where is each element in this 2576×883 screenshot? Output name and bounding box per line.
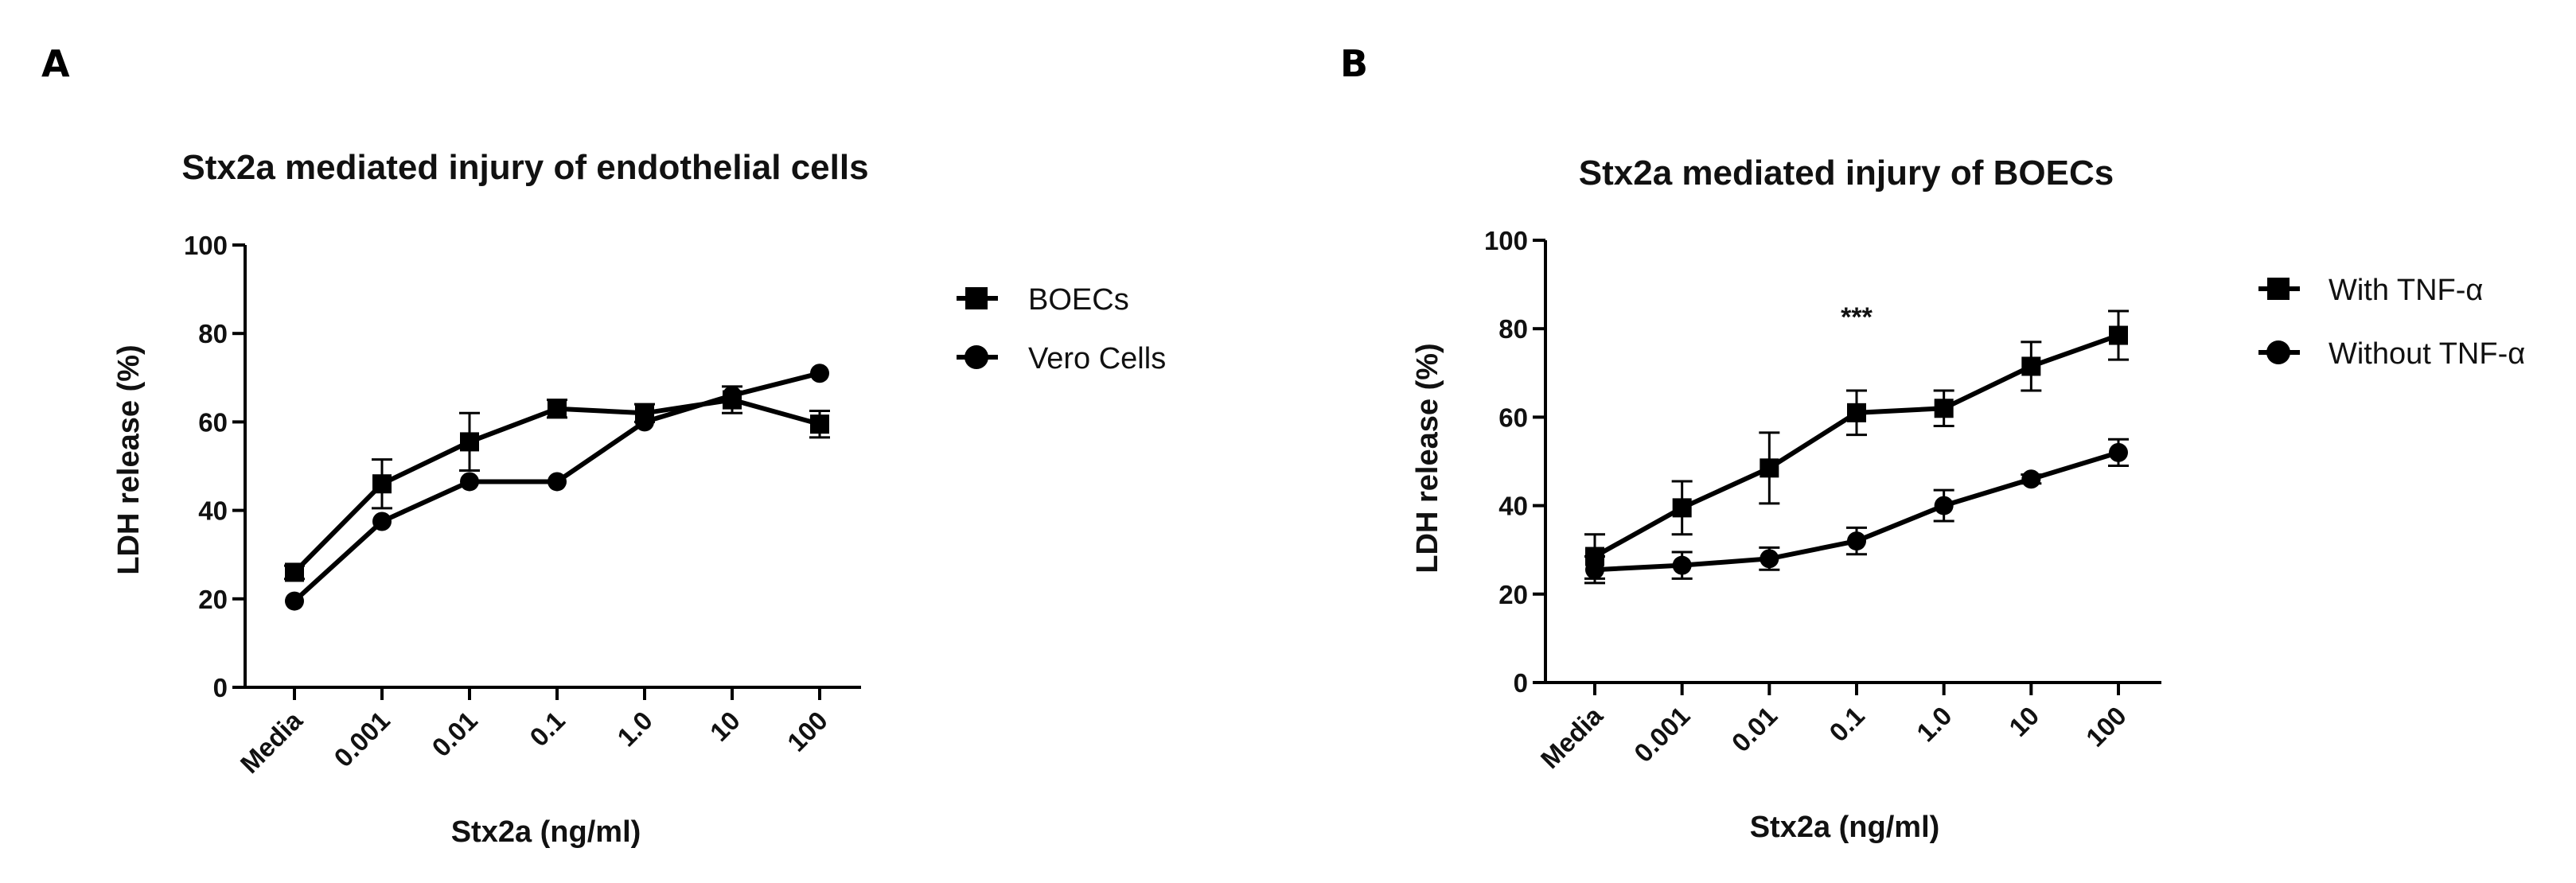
data-point: [460, 432, 479, 452]
data-point: [285, 562, 304, 582]
legend-item-0: BOECs: [957, 283, 1129, 317]
y-tick-label: 0: [213, 673, 228, 702]
legend-label: Vero Cells: [1028, 342, 1166, 375]
series-0: [1584, 309, 2129, 580]
panel-letter: B: [1340, 42, 1368, 85]
plot-area: 0 20 40 60 80 100 Media 0.001 0.01 0.1 1.0 10 100: [184, 231, 861, 779]
series-1: [285, 364, 829, 611]
data-point: [1672, 555, 1692, 575]
legend-marker-circle: [2266, 340, 2290, 364]
significance-annotation: ***: [1841, 302, 1873, 333]
panel-a: A Stx2a mediated injury of endothelial c…: [41, 42, 1166, 849]
legend: BOECs Vero Cells: [957, 283, 1166, 375]
data-point: [1585, 560, 1604, 580]
legend-label: BOECs: [1028, 283, 1129, 317]
y-tick-label: 100: [1484, 226, 1528, 255]
panel-letter: A: [41, 42, 70, 85]
legend-item-1: Without TNF-α: [2258, 337, 2525, 371]
x-tick-label: Media: [235, 705, 309, 779]
data-point: [2109, 325, 2128, 345]
data-point: [372, 474, 392, 494]
y-tick-label: 100: [184, 231, 228, 260]
y-tick-label: 60: [198, 407, 228, 437]
y-tick-label: 0: [1514, 668, 1528, 698]
x-tick-label: 0.1: [524, 706, 571, 753]
data-point: [810, 414, 829, 434]
data-point: [460, 472, 479, 492]
data-point: [372, 512, 392, 531]
legend-marker-circle: [965, 345, 988, 369]
data-point: [635, 412, 654, 432]
y-tick-label: 20: [1498, 580, 1528, 609]
y-tick-label: 80: [198, 319, 228, 348]
data-point: [285, 591, 304, 611]
x-tick-label: 0.001: [328, 706, 396, 773]
x-tick-label: 100: [2080, 701, 2132, 753]
data-point: [723, 386, 742, 406]
y-tick-label: 80: [1498, 314, 1528, 344]
y-axis-label: LDH release (%): [1411, 343, 1444, 573]
x-tick-label: 0.001: [1628, 701, 1696, 768]
x-tick-label: 1.0: [611, 706, 658, 753]
x-tick-label: 10: [2003, 701, 2044, 742]
data-point: [548, 472, 567, 492]
series-1: [1584, 438, 2129, 585]
data-point: [1672, 498, 1692, 518]
data-point: [1847, 403, 1866, 422]
legend: With TNF-α Without TNF-α: [2258, 274, 2525, 371]
legend-label: With TNF-α: [2329, 274, 2483, 307]
x-tick-label: 0.01: [1726, 701, 1783, 758]
legend-item-0: With TNF-α: [2258, 274, 2483, 307]
panel-b: B Stx2a mediated injury of BOECs LDH rel…: [1340, 42, 2525, 844]
chart-title: Stx2a mediated injury of endothelial cel…: [181, 148, 868, 187]
x-tick-label: 1.0: [1911, 701, 1958, 748]
data-point: [1934, 496, 1954, 515]
y-tick-label: 60: [1498, 403, 1528, 432]
data-point: [1760, 549, 1779, 569]
legend-item-1: Vero Cells: [957, 342, 1166, 375]
x-tick-label: 10: [704, 706, 746, 747]
data-point: [2021, 356, 2041, 376]
legend-marker-square: [2267, 278, 2290, 300]
x-tick-label: Media: [1535, 700, 1609, 774]
chart-title: Stx2a mediated injury of BOECs: [1579, 154, 2114, 193]
y-tick-label: 20: [198, 585, 228, 614]
data-point: [548, 399, 567, 418]
data-point: [2021, 469, 2041, 489]
y-tick-label: 40: [1498, 492, 1528, 521]
data-point: [1934, 399, 1954, 418]
y-axis-label: LDH release (%): [112, 344, 146, 574]
data-point: [1760, 458, 1779, 478]
x-tick-label: 0.1: [1823, 701, 1870, 748]
x-axis-label: Stx2a (ng/ml): [1750, 811, 1940, 844]
y-tick-label: 40: [198, 496, 228, 526]
data-point: [810, 364, 829, 383]
legend-marker-square: [965, 287, 988, 309]
plot-area: 0 20 40 60 80 100 Media 0.001 0.01 0.1 1.0 10 100 ***: [1484, 226, 2161, 774]
x-tick-label: 0.01: [426, 706, 483, 763]
legend-label: Without TNF-α: [2329, 337, 2525, 371]
x-tick-label: 100: [781, 706, 833, 757]
x-axis-label: Stx2a (ng/ml): [451, 815, 641, 849]
data-point: [1847, 531, 1866, 551]
data-point: [2109, 442, 2128, 462]
